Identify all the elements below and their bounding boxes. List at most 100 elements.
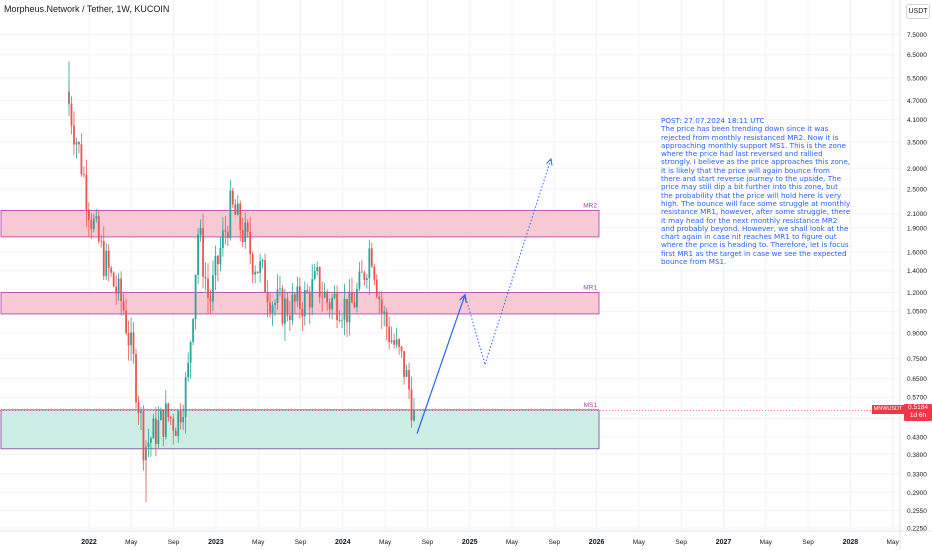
price-tag: 0.5184 1d 6h <box>904 404 932 421</box>
y-tick-label: 0.2550 <box>907 508 927 515</box>
candle-body <box>122 300 125 311</box>
candle-body <box>115 286 118 294</box>
candle-body <box>385 311 388 327</box>
candle-body <box>370 248 373 267</box>
x-tick-label: May <box>506 539 519 546</box>
candle-body <box>135 354 137 403</box>
y-axis[interactable]: 7.5000 6.5000 5.5000 4.7000 4.1000 3.5000 2.90… <box>899 0 927 550</box>
zone-mr2 <box>0 209 600 238</box>
candle-body <box>333 293 336 298</box>
candle-body <box>199 228 202 235</box>
candle-body <box>80 144 83 175</box>
zone-label: MR2 <box>583 202 597 209</box>
candle-body <box>244 222 247 243</box>
candle-body <box>157 420 160 444</box>
candle-body <box>281 288 284 324</box>
candle-body <box>239 203 242 230</box>
candle-body <box>405 370 408 377</box>
x-axis[interactable]: 2022 May Sep 2023 May Sep 2024 May Sep 2025 May Sep… <box>0 530 932 546</box>
candle-body <box>110 267 113 273</box>
candle-body <box>154 418 157 444</box>
zone-label: MR1 <box>583 284 597 291</box>
candle-body <box>78 142 80 145</box>
candle-body <box>231 190 234 205</box>
candle-body <box>395 339 398 345</box>
candle-body <box>100 241 103 242</box>
y-tick-label: 6.5000 <box>907 52 927 59</box>
chart-title: Morpheus.Network / Tether, 1W, KUCOIN <box>4 4 170 14</box>
candle-body <box>323 291 326 298</box>
currency-selector[interactable]: USDT <box>906 4 930 19</box>
candle-body <box>204 276 207 279</box>
candle-body <box>308 292 311 308</box>
candle-body <box>217 255 219 265</box>
x-tick-label: Sep <box>802 539 814 546</box>
note-heading: POST: 27.07.2024 18:11 UTC <box>661 116 765 125</box>
candle-body <box>363 272 366 280</box>
candle-body <box>102 241 105 277</box>
candle-body <box>229 190 232 238</box>
analysis-note: POST: 27.07.2024 18:11 UTC The price has… <box>661 116 851 266</box>
candle-body <box>269 302 271 313</box>
candle-body <box>120 278 123 301</box>
candle-body <box>152 418 155 439</box>
candle-body <box>92 218 95 230</box>
candle-body <box>338 320 341 321</box>
x-tick-label: 2024 <box>335 539 351 546</box>
candle-body <box>318 267 321 297</box>
candle-body <box>147 442 150 448</box>
candle-body <box>207 278 209 299</box>
candle-body <box>105 250 108 277</box>
candle-body <box>356 288 358 308</box>
x-tick-label: Sep <box>295 539 307 546</box>
x-tick-label: May <box>887 539 900 546</box>
candle-body <box>73 125 75 145</box>
candle-body <box>321 296 324 298</box>
x-tick-label: 2025 <box>462 539 478 546</box>
candle-body <box>343 298 346 320</box>
x-tick-label: May <box>252 539 265 546</box>
candle-body <box>400 346 403 352</box>
last-price-value: 0.5184 <box>908 404 928 411</box>
candle-body <box>107 250 110 268</box>
y-tick-label: 0.2900 <box>907 490 927 497</box>
x-tick-label: May <box>125 539 138 546</box>
candle-body <box>140 411 142 413</box>
candle-body <box>226 231 229 238</box>
x-tick-label: Sep <box>675 539 687 546</box>
candle-body <box>351 292 353 303</box>
candle-body <box>298 286 301 309</box>
candle-body <box>264 260 266 293</box>
candle-body <box>274 303 276 306</box>
candle-body <box>408 370 410 390</box>
candle-body <box>221 230 224 248</box>
candles <box>68 61 415 503</box>
candle-body <box>189 342 192 363</box>
candle-body <box>393 340 396 345</box>
y-tick-label: 3.5000 <box>907 139 927 146</box>
x-tick-label: 2022 <box>81 539 97 546</box>
candle-body <box>326 291 329 303</box>
candle-body <box>202 228 204 277</box>
candle-body <box>169 417 172 419</box>
candle-body <box>313 271 316 280</box>
y-tick-label: 2.1000 <box>907 211 927 218</box>
candle-body <box>184 377 187 418</box>
candle-body <box>150 438 152 443</box>
candle-body <box>192 319 195 343</box>
candle-body <box>95 216 98 219</box>
candle-body <box>365 278 368 280</box>
candle-body <box>197 234 199 275</box>
candle-body <box>398 339 401 347</box>
candle-body <box>251 254 254 275</box>
candle-body <box>182 417 185 423</box>
candle-body <box>70 103 73 126</box>
candle-body <box>194 274 197 320</box>
candle-body <box>159 410 162 421</box>
y-tick-label: 0.3800 <box>907 452 927 459</box>
y-tick-label: 7.5000 <box>907 32 927 39</box>
candle-body <box>87 209 90 221</box>
x-tick-label: May <box>379 539 392 546</box>
candle-body <box>346 298 348 323</box>
